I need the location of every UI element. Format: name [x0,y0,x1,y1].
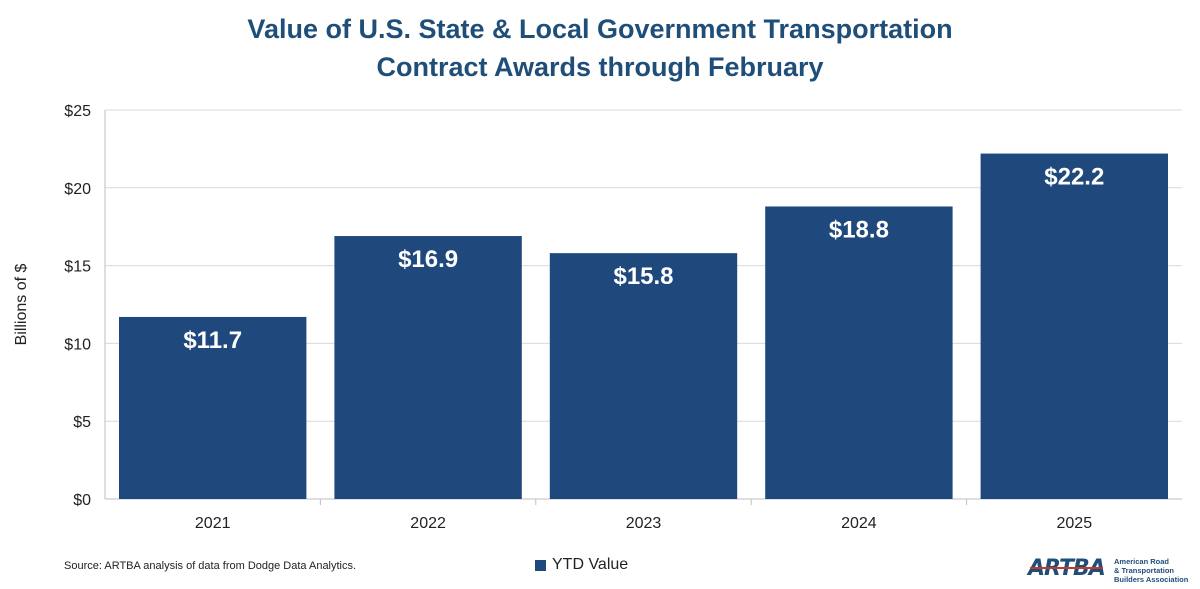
x-tick-label: 2021 [195,515,231,532]
artba-logo: ARTBA American Road & Transportation Bui… [1028,554,1196,584]
y-tick-label: $15 [64,259,91,276]
logo-mark: ARTBA [1028,556,1106,581]
legend-label: YTD Value [552,556,629,573]
y-tick-label: $0 [73,492,91,509]
data-label: $11.7 [183,327,242,354]
x-tick-label: 2024 [841,515,877,532]
data-label: $15.8 [613,263,673,290]
logo-text-line-2: & Transportation [1114,566,1175,575]
data-label: $22.2 [1044,164,1104,191]
data-label: $16.9 [398,246,458,273]
bar [334,236,522,499]
bar [119,316,307,499]
bar [549,253,738,499]
y-tick-label: $10 [64,336,91,353]
legend-swatch [535,559,546,571]
x-tick-label: 2023 [626,515,662,532]
bar [980,153,1168,499]
data-label: $18.8 [829,216,889,243]
chart-title: Value of U.S. State & Local Government T… [0,10,1200,86]
logo-text-line-1: American Road [1114,557,1170,566]
y-tick-label: $20 [64,181,91,198]
logo-text-line-3: Builders Association [1114,575,1189,584]
y-axis-title: Billions of $ [13,263,30,345]
chart-title-line-2: Contract Awards through February [376,52,824,82]
chart-title-line-1: Value of U.S. State & Local Government T… [247,14,953,44]
logo-text: American Road & Transportation Builders … [1114,557,1188,584]
bar [765,206,953,500]
y-tick-label: $25 [64,103,91,120]
legend: YTD Value [535,556,628,574]
x-tick-label: 2025 [1057,515,1093,532]
y-tick-label: $5 [73,414,91,431]
source-note: Source: ARTBA analysis of data from Dodg… [64,560,357,572]
x-tick-label: 2022 [410,515,446,532]
